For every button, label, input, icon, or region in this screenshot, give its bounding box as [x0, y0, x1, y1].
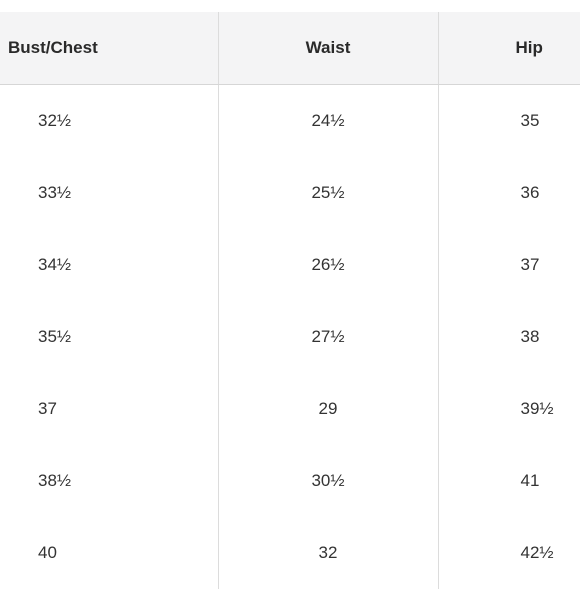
cell-hip: 37 — [438, 229, 580, 301]
table-row: 35½ 27½ 38 — [0, 301, 580, 373]
cell-hip: 36 — [438, 157, 580, 229]
header-row: Bust/Chest Waist Hip — [0, 12, 580, 85]
cell-hip: 35 — [438, 85, 580, 158]
cell-waist: 27½ — [218, 301, 438, 373]
table-header: Bust/Chest Waist Hip — [0, 12, 580, 85]
header-waist: Waist — [218, 12, 438, 85]
cell-hip: 41 — [438, 445, 580, 517]
cell-hip: 39½ — [438, 373, 580, 445]
cell-bust-chest: 32½ — [0, 85, 218, 158]
cell-waist: 29 — [218, 373, 438, 445]
table-body: 32½ 24½ 35 33½ 25½ 36 34½ 26½ 37 35½ 27½… — [0, 85, 580, 589]
cell-waist: 30½ — [218, 445, 438, 517]
header-hip: Hip — [438, 12, 580, 85]
cell-waist: 26½ — [218, 229, 438, 301]
cell-hip: 42½ — [438, 517, 580, 589]
table-row: 38½ 30½ 41 — [0, 445, 580, 517]
cell-bust-chest: 38½ — [0, 445, 218, 517]
cell-bust-chest: 40 — [0, 517, 218, 589]
table-row: 32½ 24½ 35 — [0, 85, 580, 158]
cell-waist: 24½ — [218, 85, 438, 158]
cell-waist: 32 — [218, 517, 438, 589]
table-row: 33½ 25½ 36 — [0, 157, 580, 229]
table-row: 34½ 26½ 37 — [0, 229, 580, 301]
cell-bust-chest: 37 — [0, 373, 218, 445]
cell-waist: 25½ — [218, 157, 438, 229]
cell-hip: 38 — [438, 301, 580, 373]
cell-bust-chest: 35½ — [0, 301, 218, 373]
cell-bust-chest: 34½ — [0, 229, 218, 301]
cell-bust-chest: 33½ — [0, 157, 218, 229]
size-chart-table: Bust/Chest Waist Hip 32½ 24½ 35 33½ 25½ … — [0, 12, 580, 589]
header-bust-chest: Bust/Chest — [0, 12, 218, 85]
table-row: 37 29 39½ — [0, 373, 580, 445]
table-row: 40 32 42½ — [0, 517, 580, 589]
